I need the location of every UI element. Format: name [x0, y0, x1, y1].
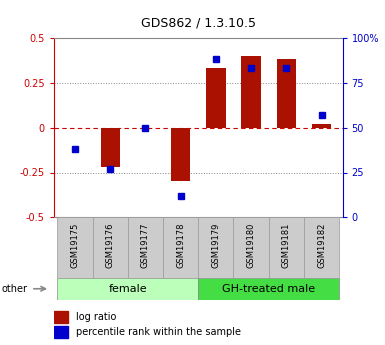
Bar [198, 278, 339, 300]
Text: other: other [2, 284, 28, 294]
Text: GSM19176: GSM19176 [106, 222, 115, 268]
Text: female: female [109, 284, 147, 294]
Text: GSM19182: GSM19182 [317, 222, 326, 268]
Text: GSM19179: GSM19179 [211, 222, 220, 268]
Bar [54, 310, 69, 323]
Bar [312, 124, 331, 128]
Text: GH-treated male: GH-treated male [222, 284, 315, 294]
Bar [206, 68, 226, 128]
Text: GSM19178: GSM19178 [176, 222, 185, 268]
Text: GSM19175: GSM19175 [70, 222, 80, 268]
Bar [57, 217, 93, 278]
Bar [128, 217, 163, 278]
Bar [198, 217, 233, 278]
Text: GSM19180: GSM19180 [247, 222, 256, 268]
Bar [57, 278, 198, 300]
Text: GDS862 / 1.3.10.5: GDS862 / 1.3.10.5 [141, 16, 256, 29]
Bar [304, 217, 339, 278]
Bar [241, 56, 261, 128]
Bar [171, 128, 190, 181]
Bar [93, 217, 128, 278]
Bar [100, 128, 120, 167]
Text: percentile rank within the sample: percentile rank within the sample [75, 327, 241, 337]
Text: log ratio: log ratio [75, 312, 116, 322]
Bar [269, 217, 304, 278]
Bar [163, 217, 198, 278]
Text: GSM19177: GSM19177 [141, 222, 150, 268]
Bar [233, 217, 269, 278]
Bar [277, 59, 296, 128]
Bar [54, 326, 69, 338]
Text: GSM19181: GSM19181 [282, 222, 291, 268]
